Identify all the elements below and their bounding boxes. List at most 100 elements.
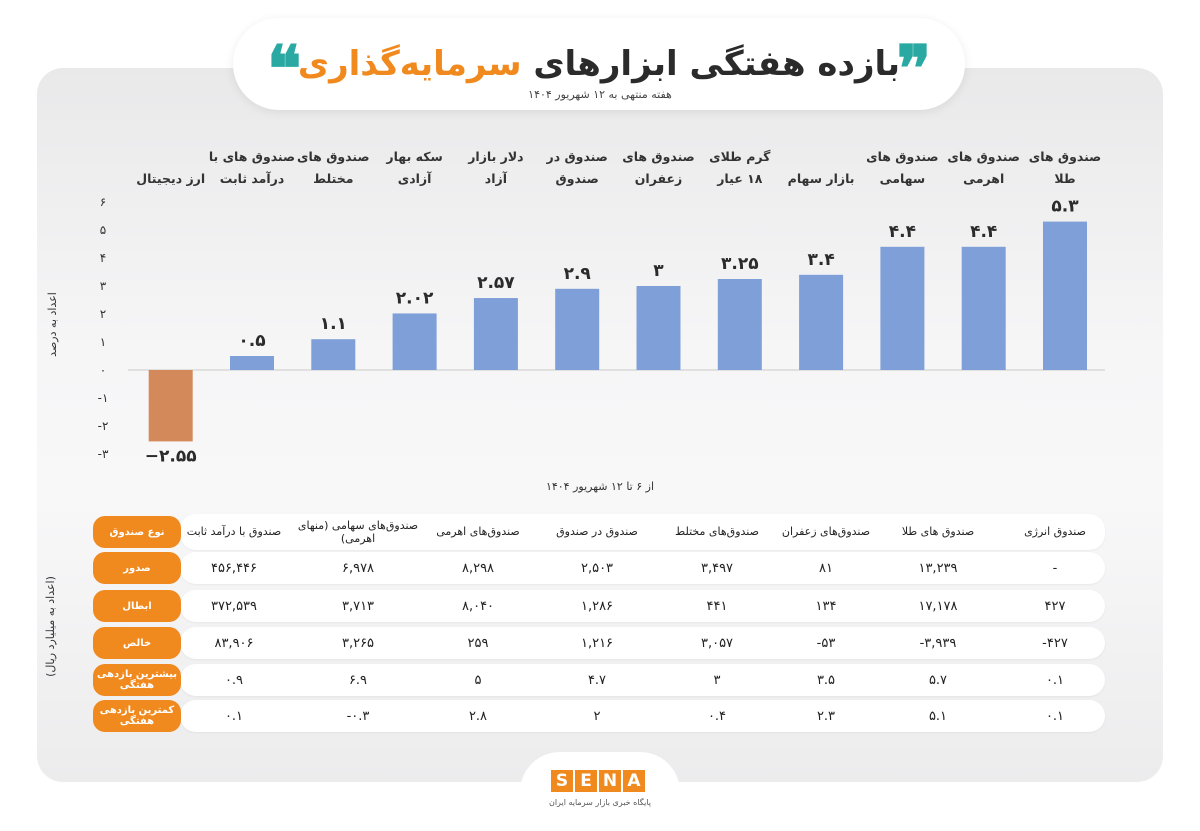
table-row-label: خالص bbox=[93, 627, 181, 659]
data-label: ۱.۱ bbox=[320, 314, 347, 334]
page-title: بازده هفتگی ابزارهای سرمایه‌گذاری bbox=[297, 44, 901, 84]
logo-letter: E bbox=[575, 770, 597, 792]
table-cell: ۳,۷۱۳ bbox=[341, 598, 375, 614]
quote-open-icon: ❞ bbox=[896, 32, 931, 107]
data-label: ۲.۰۲ bbox=[396, 288, 434, 308]
category-label: طلا bbox=[1054, 171, 1075, 186]
category-label: صندوق های bbox=[866, 149, 939, 164]
bar bbox=[717, 279, 762, 370]
table-cell: ۱,۲۱۶ bbox=[580, 635, 614, 651]
category-label: صندوق در bbox=[546, 149, 608, 164]
category-label: زعفران bbox=[635, 171, 682, 186]
data-label: ۵.۳ bbox=[1051, 197, 1079, 217]
category-label: صندوق های bbox=[297, 149, 370, 164]
category-label: ارز دیجیتال bbox=[136, 171, 205, 186]
y-tick-label: ۵ bbox=[100, 223, 106, 237]
table-cell: ۴۴۱ bbox=[706, 598, 728, 614]
bar bbox=[392, 313, 437, 370]
table-column-header: صندوق در صندوق bbox=[556, 525, 638, 539]
table-cell: -۵۳ bbox=[816, 635, 836, 651]
table-row-label: بیشترین بازدهی هفتگی bbox=[93, 664, 181, 696]
table-row-label: صدور bbox=[93, 552, 181, 584]
data-label: ۲.۵۷ bbox=[477, 273, 515, 293]
bar bbox=[961, 246, 1006, 370]
table-cell: ۰.۹ bbox=[224, 672, 244, 688]
table-row bbox=[180, 590, 1105, 622]
y-tick-label: -۱ bbox=[98, 391, 109, 405]
logo-tagline: پایگاه خبری بازار سرمایه ایران bbox=[548, 798, 652, 807]
category-label: دلار بازار bbox=[467, 149, 523, 164]
table-cell: ۱۷,۱۷۸ bbox=[918, 598, 958, 614]
table-column-header: صندوق های طلا bbox=[901, 525, 975, 539]
y-tick-label: ۳ bbox=[100, 279, 107, 293]
table-corner-label: نوع صندوق bbox=[93, 516, 181, 548]
table-cell: ۴۵۶,۴۴۶ bbox=[210, 560, 258, 576]
table-row bbox=[180, 700, 1105, 732]
table-cell: ۰.۴ bbox=[707, 708, 727, 724]
background-card bbox=[37, 68, 1163, 782]
bar bbox=[311, 339, 356, 370]
table-cell: -۰.۳ bbox=[346, 708, 370, 724]
category-label: صندوق bbox=[556, 171, 599, 186]
bar-chart: ۶ ۵ ۴ ۳ ۲ ۱ ۰ -۱ -۲ -۳ ۵.۳ صندوق های طلا ۴.۴ صندوق های… bbox=[98, 149, 1105, 466]
data-label: ۴.۴ bbox=[970, 222, 997, 242]
table-cell: ۳۷۲,۵۳۹ bbox=[210, 598, 258, 614]
bar bbox=[636, 286, 681, 370]
sena-logo: S E N A bbox=[551, 770, 645, 792]
table-cell: ۴۲۷ bbox=[1044, 598, 1066, 614]
bar bbox=[148, 370, 193, 442]
table-cell: - bbox=[1052, 560, 1058, 576]
table-cell: ۰.۱ bbox=[1045, 672, 1065, 688]
bar bbox=[1043, 221, 1087, 370]
table-cell: ۵.۱ bbox=[928, 708, 948, 724]
y-tick-label: ۱ bbox=[100, 335, 106, 349]
table-cell: ۱۳۴ bbox=[815, 598, 837, 614]
category-label: گرم طلای bbox=[709, 149, 771, 165]
table-row-label: ابطال bbox=[93, 590, 181, 622]
category-label: صندوق های با bbox=[209, 149, 295, 164]
table-column-header: صندوق با درآمد ثابت bbox=[186, 525, 282, 539]
bar bbox=[555, 288, 600, 370]
table-column-header: صندوق‌های مختلط bbox=[675, 525, 759, 539]
table-cell: ۱۳,۲۳۹ bbox=[918, 560, 958, 576]
table-column-header: صندوق‌های زعفران bbox=[781, 525, 871, 539]
category-label: مختلط bbox=[313, 171, 353, 186]
table-cell: ۲۵۹ bbox=[467, 635, 489, 651]
table-cell: ۸,۲۹۸ bbox=[461, 560, 495, 576]
table-cell: ۳,۴۹۷ bbox=[700, 560, 734, 576]
y-tick-label: ۴ bbox=[100, 251, 106, 265]
table-cell: ۲ bbox=[593, 708, 601, 724]
category-label: آزادی bbox=[398, 171, 432, 186]
y-tick-label: ۲ bbox=[100, 307, 106, 321]
table-cell: ۰.۱ bbox=[224, 708, 244, 724]
logo-letter: S bbox=[551, 770, 573, 792]
table-cell: ۸۱ bbox=[819, 560, 833, 576]
data-label: ۴.۴ bbox=[889, 222, 916, 242]
category-label: صندوق های bbox=[622, 149, 695, 164]
table-cell: ۳,۰۵۷ bbox=[700, 635, 734, 651]
y-tick-label: -۲ bbox=[98, 419, 109, 433]
table-cell: ۳.۵ bbox=[816, 672, 836, 688]
table-row bbox=[180, 552, 1105, 584]
bar bbox=[799, 274, 844, 370]
table-cell: ۵ bbox=[474, 672, 482, 688]
table-column-header: صندوق‌های سهامی (منهای اهرمی) bbox=[297, 518, 419, 545]
category-label: اهرمی bbox=[963, 171, 1004, 186]
table-cell: ۳,۲۶۵ bbox=[341, 635, 375, 651]
table-unit-label: (اعداد به میلیارد ریال) bbox=[43, 576, 57, 677]
table-cell: ۵.۷ bbox=[928, 672, 948, 688]
table-cell: ۰.۱ bbox=[1045, 708, 1065, 724]
category-label: سکه بهار bbox=[385, 149, 442, 164]
title-banner: ❞ ❝ بازده هفتگی ابزارهای سرمایه‌گذاری bbox=[233, 18, 965, 110]
category-label: درآمد ثابت bbox=[220, 171, 285, 186]
table-cell: ۱,۲۸۶ bbox=[580, 598, 614, 614]
table-header-bar bbox=[180, 514, 1105, 550]
data-label: ۲.۹ bbox=[564, 264, 592, 284]
data-label: −۲.۵۵ bbox=[145, 446, 197, 466]
data-label: ۰.۵ bbox=[238, 331, 265, 351]
y-tick-label: ۰ bbox=[100, 363, 106, 377]
table-cell: ۶,۹۷۸ bbox=[341, 560, 375, 576]
category-label: آزاد bbox=[485, 171, 508, 186]
table-cell: ۳ bbox=[713, 672, 721, 688]
page-subtitle: هفته منتهی به ۱۲ شهریور ۱۴۰۴ bbox=[528, 88, 672, 101]
